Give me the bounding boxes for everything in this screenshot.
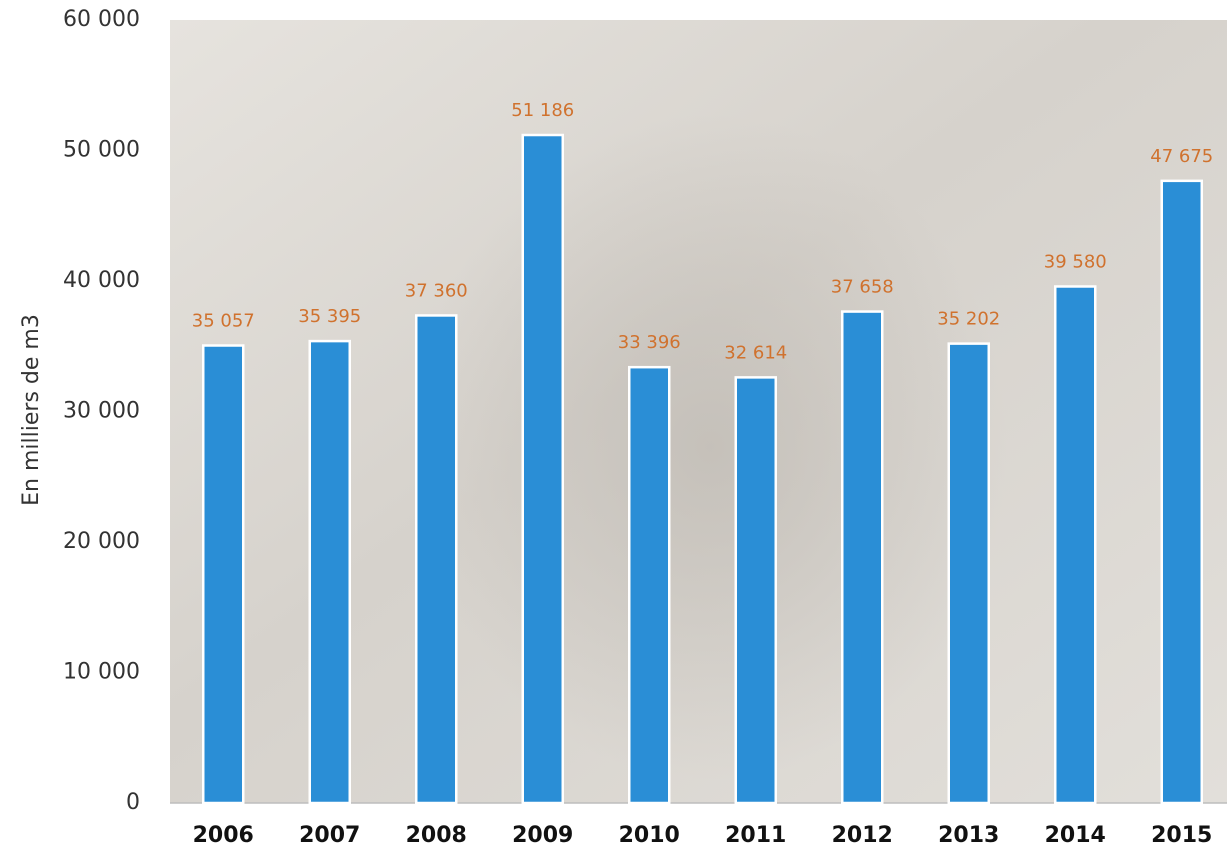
y-tick-label: 0 (126, 790, 140, 815)
value-label: 37 360 (405, 280, 468, 301)
y-tick-label: 20 000 (63, 529, 140, 554)
x-tick-label: 2011 (725, 823, 786, 848)
value-label: 39 580 (1044, 251, 1107, 272)
value-label: 35 202 (937, 309, 1000, 330)
bar (308, 339, 351, 805)
value-label: 47 675 (1150, 146, 1213, 167)
y-tick-label: 50 000 (63, 138, 140, 163)
y-tick-label: 30 000 (63, 399, 140, 424)
y-tick-label: 10 000 (63, 660, 140, 685)
x-tick-label: 2006 (193, 823, 254, 848)
y-axis-title: En milliers de m3 (19, 314, 44, 506)
x-tick-label: 2010 (619, 823, 680, 848)
bar (1054, 285, 1097, 805)
bar (521, 133, 564, 805)
bar (1160, 179, 1203, 805)
value-label: 33 396 (618, 332, 681, 353)
bar (202, 344, 245, 805)
y-tick-label: 60 000 (63, 7, 140, 32)
x-tick-label: 2008 (406, 823, 467, 848)
value-label: 32 614 (724, 342, 787, 363)
y-tick-label: 40 000 (63, 268, 140, 293)
value-label: 37 658 (831, 277, 894, 298)
value-label: 35 395 (298, 306, 361, 327)
x-tick-label: 2009 (512, 823, 573, 848)
value-label: 35 057 (192, 311, 255, 332)
x-tick-label: 2014 (1045, 823, 1106, 848)
x-tick-label: 2015 (1151, 823, 1212, 848)
x-tick-label: 2007 (299, 823, 360, 848)
x-tick-label: 2013 (938, 823, 999, 848)
bar (947, 342, 990, 805)
x-tick-label: 2012 (832, 823, 893, 848)
bar (734, 376, 777, 805)
bar (841, 310, 884, 805)
value-label: 51 186 (511, 100, 574, 121)
bar (415, 314, 458, 805)
bar (628, 365, 671, 805)
